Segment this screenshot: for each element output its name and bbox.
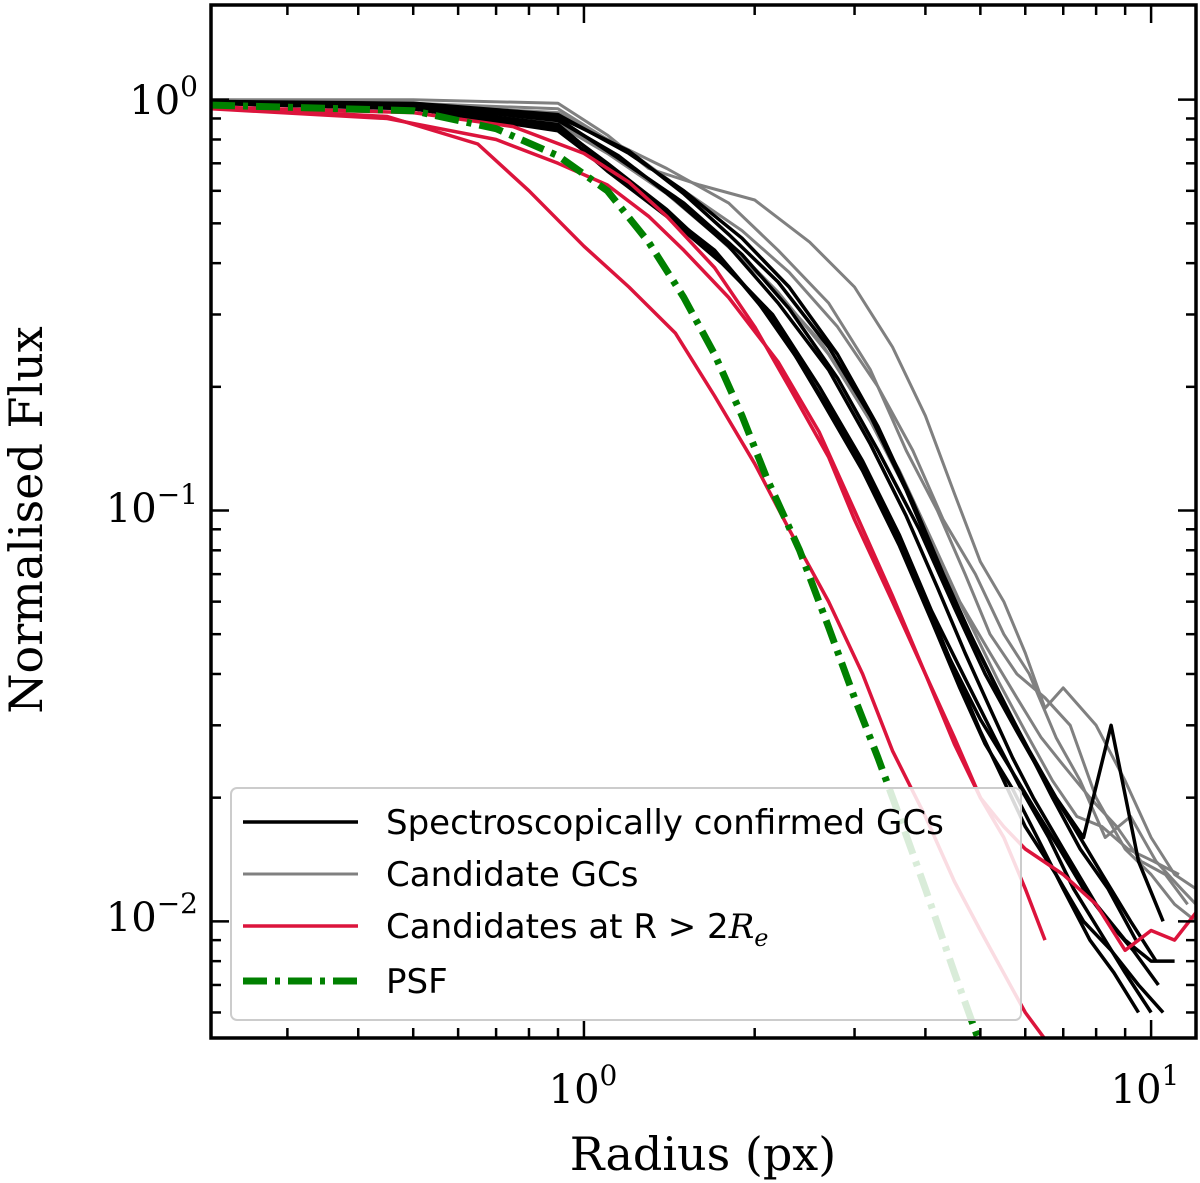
y-tick-label-1: 100 xyxy=(129,70,198,124)
plot-frame xyxy=(209,3,1198,1040)
series-line-confirmed-16 xyxy=(211,101,1153,1014)
x-tick-label-1: 100 xyxy=(549,1059,618,1113)
legend-label-confirmed: Spectroscopically confirmed GCs xyxy=(386,803,944,843)
y-axis-label: Normalised Flux xyxy=(0,326,53,714)
series-line-outer-1 xyxy=(211,105,1047,1038)
series-line-outer-3 xyxy=(211,105,1196,953)
legend-label-candidate: Candidate GCs xyxy=(386,855,638,895)
legend-label-outer: Candidates at R > 2Re xyxy=(386,907,769,952)
x-axis-label: Radius (px) xyxy=(570,1127,836,1181)
legend-box xyxy=(230,787,1022,1021)
y-tick-label-0.1: 10−1 xyxy=(106,478,198,532)
series-line-candidate-7 xyxy=(211,100,1189,906)
series-line-confirmed-15 xyxy=(211,99,1138,941)
series-layer xyxy=(211,98,1196,1038)
y-tick-label-0.01: 10−2 xyxy=(106,887,198,941)
legend: Spectroscopically confirmed GCs Candidat… xyxy=(230,787,1022,1021)
x-tick-label-10: 101 xyxy=(1111,1059,1180,1113)
series-line-confirmed-13 xyxy=(211,99,1158,963)
legend-label-psf: PSF xyxy=(386,962,448,1002)
